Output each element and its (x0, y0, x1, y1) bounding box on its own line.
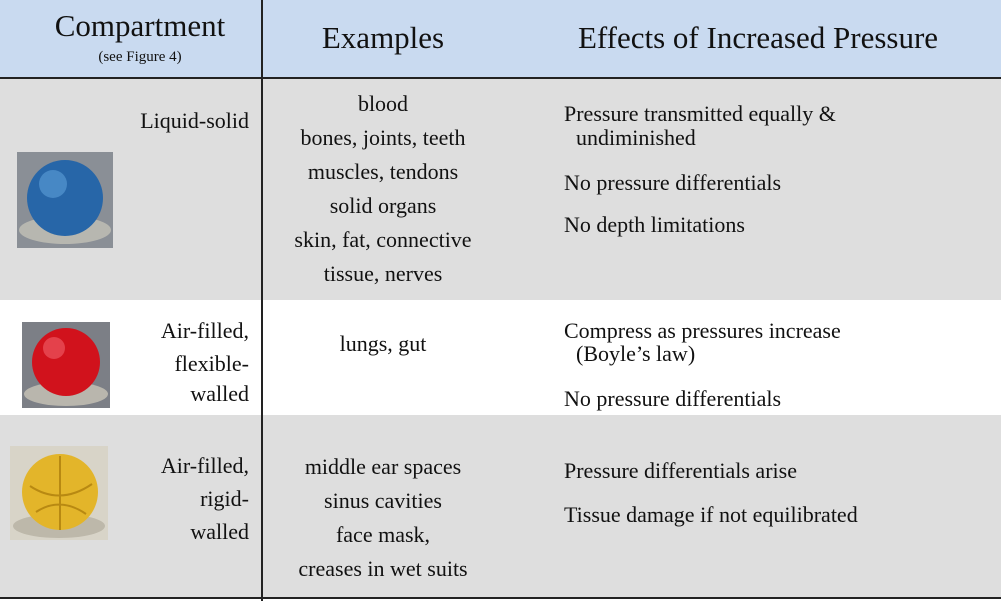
example-text: solid organs (330, 195, 437, 217)
effect-text: Compress as pressures increase (564, 320, 841, 342)
header-cell: Compartment (55, 10, 225, 41)
effect-text: (Boyle’s law) (576, 343, 695, 365)
effect-text: Pressure transmitted equally & (564, 103, 836, 125)
rule (0, 597, 1001, 599)
effect-text: No depth limitations (564, 214, 745, 236)
compartment-label: Air-filled, (161, 455, 249, 477)
effect-text: No pressure differentials (564, 388, 781, 410)
example-text: blood (358, 93, 408, 115)
compartment-label: Air-filled, (161, 320, 249, 342)
example-text: sinus cavities (324, 490, 442, 512)
example-text: tissue, nerves (324, 263, 443, 285)
example-text: skin, fat, connective (294, 229, 471, 251)
header-cell: Examples (322, 22, 444, 53)
effect-text: No pressure differentials (564, 172, 781, 194)
example-text: middle ear spaces (305, 456, 461, 478)
ball-photo (10, 446, 108, 540)
effect-text: Pressure differentials arise (564, 460, 797, 482)
example-text: muscles, tendons (308, 161, 458, 183)
row-band (0, 300, 1001, 415)
ball-photo (22, 322, 110, 408)
table-page: Compartment (see Figure 4) Examples Effe… (0, 0, 1001, 601)
compartment-label: rigid- (200, 488, 249, 510)
example-text: lungs, gut (340, 333, 427, 355)
rule (261, 0, 263, 601)
example-text: bones, joints, teeth (301, 127, 466, 149)
example-text: face mask, (336, 524, 430, 546)
effect-text: undiminished (576, 127, 696, 149)
header-cell: Effects of Increased Pressure (578, 22, 938, 53)
rule (0, 77, 1001, 79)
compartment-label: flexible- (174, 353, 249, 375)
effect-text: Tissue damage if not equilibrated (564, 504, 858, 526)
example-text: creases in wet suits (298, 558, 467, 580)
header-note: (see Figure 4) (98, 50, 181, 65)
ball-photo (17, 152, 113, 248)
compartment-label: walled (190, 383, 249, 405)
compartment-label: walled (190, 521, 249, 543)
compartment-label: Liquid-solid (140, 110, 249, 132)
